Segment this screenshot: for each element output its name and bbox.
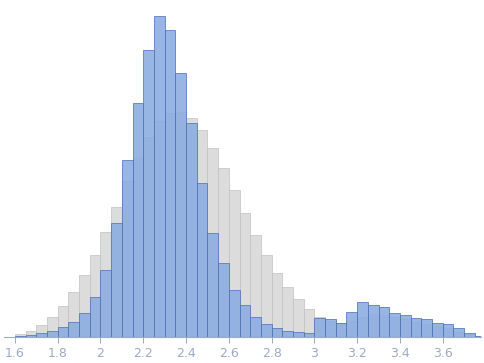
Bar xyxy=(378,315,389,337)
Bar xyxy=(26,335,36,337)
Bar xyxy=(101,232,111,337)
Bar xyxy=(389,317,400,337)
Bar xyxy=(68,322,79,337)
Bar xyxy=(400,315,410,337)
Bar xyxy=(90,297,101,337)
Bar xyxy=(133,158,143,337)
Bar xyxy=(454,329,464,337)
Bar xyxy=(208,148,218,337)
Bar xyxy=(175,112,186,337)
Bar xyxy=(475,336,484,337)
Bar xyxy=(315,318,325,337)
Bar xyxy=(208,233,218,337)
Bar xyxy=(336,323,347,337)
Bar xyxy=(165,29,175,337)
Bar xyxy=(422,319,432,337)
Bar xyxy=(15,336,26,337)
Bar xyxy=(143,49,154,337)
Bar xyxy=(303,309,315,337)
Bar xyxy=(410,322,422,337)
Bar xyxy=(68,292,79,337)
Bar xyxy=(47,331,58,337)
Bar xyxy=(378,307,389,337)
Bar xyxy=(443,324,454,337)
Bar xyxy=(464,334,475,337)
Bar xyxy=(58,327,68,337)
Bar xyxy=(475,336,484,337)
Bar xyxy=(111,207,122,337)
Bar xyxy=(357,302,368,337)
Bar xyxy=(186,118,197,337)
Bar xyxy=(250,235,261,337)
Bar xyxy=(47,317,58,337)
Bar xyxy=(261,255,272,337)
Bar xyxy=(229,190,240,337)
Bar xyxy=(218,168,229,337)
Bar xyxy=(272,329,282,337)
Bar xyxy=(240,213,250,337)
Bar xyxy=(432,323,443,337)
Bar xyxy=(368,314,378,337)
Bar xyxy=(325,321,336,337)
Bar xyxy=(133,103,143,337)
Bar xyxy=(261,324,272,337)
Bar xyxy=(101,270,111,337)
Bar xyxy=(443,329,454,337)
Bar xyxy=(272,273,282,337)
Bar xyxy=(336,323,347,337)
Bar xyxy=(454,332,464,337)
Bar xyxy=(432,326,443,337)
Bar xyxy=(240,305,250,337)
Bar xyxy=(15,334,26,337)
Bar xyxy=(357,317,368,337)
Bar xyxy=(229,290,240,337)
Bar xyxy=(410,318,422,337)
Bar xyxy=(293,333,303,337)
Bar xyxy=(122,182,133,337)
Bar xyxy=(389,313,400,337)
Bar xyxy=(282,331,293,337)
Bar xyxy=(122,160,133,337)
Bar xyxy=(36,325,47,337)
Bar xyxy=(26,331,36,337)
Bar xyxy=(111,223,122,337)
Bar xyxy=(197,130,208,337)
Bar xyxy=(250,317,261,337)
Bar xyxy=(422,324,432,337)
Bar xyxy=(186,123,197,337)
Bar xyxy=(325,319,336,337)
Bar xyxy=(175,73,186,337)
Bar xyxy=(58,306,68,337)
Bar xyxy=(400,319,410,337)
Bar xyxy=(197,183,208,337)
Bar xyxy=(154,121,165,337)
Bar xyxy=(315,317,325,337)
Bar xyxy=(293,299,303,337)
Bar xyxy=(303,334,315,337)
Bar xyxy=(464,334,475,337)
Bar xyxy=(143,137,154,337)
Bar xyxy=(165,113,175,337)
Bar xyxy=(368,305,378,337)
Bar xyxy=(154,16,165,337)
Bar xyxy=(347,321,357,337)
Bar xyxy=(36,334,47,337)
Bar xyxy=(90,255,101,337)
Bar xyxy=(79,275,90,337)
Bar xyxy=(282,287,293,337)
Bar xyxy=(347,312,357,337)
Bar xyxy=(79,313,90,337)
Bar xyxy=(218,263,229,337)
